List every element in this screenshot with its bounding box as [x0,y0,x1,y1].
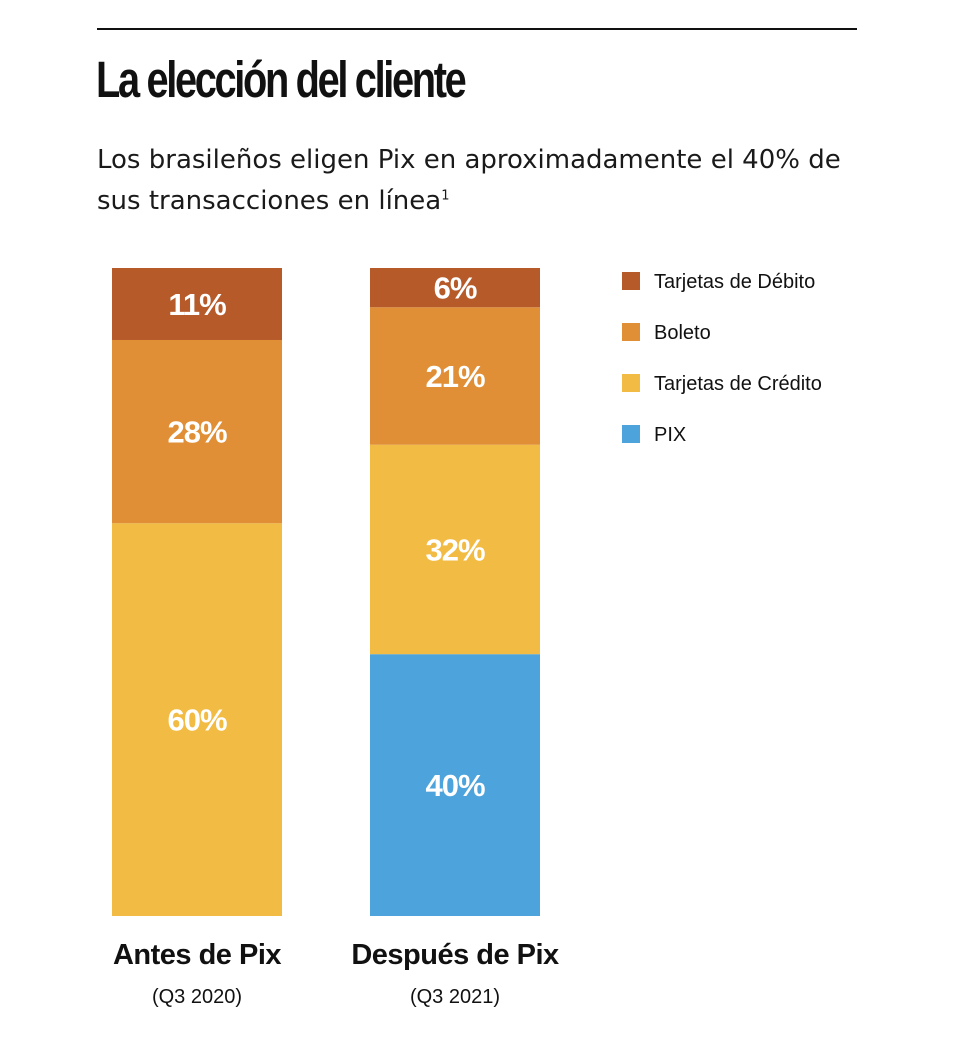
title-rule [97,28,857,30]
legend-swatch [622,374,640,392]
bar-segment-tarjetas-de-d-bito-1 [112,268,282,340]
legend-label: Boleto [654,322,711,344]
footnote-marker: 1 [441,188,450,204]
category-sublabel: (Q3 2021) [410,986,500,1008]
bar-segment-tarjetas-de-d-bito-2 [370,268,540,308]
data-label-tarjetas-de-d-bito-2: 6% [434,271,477,306]
data-label-tarjetas-de-cr-dito-2: 32% [425,532,484,567]
category-sublabel: (Q3 2020) [152,986,242,1008]
chart-subtitle: Los brasileños eligen Pix en aproximadam… [97,140,857,222]
bar-segment-tarjetas-de-cr-dito-1 [112,523,282,916]
subtitle-text: Los brasileños eligen Pix en aproximadam… [97,145,841,216]
bar-segment-tarjetas-de-cr-dito-2 [370,444,540,655]
legend-label: Tarjetas de Crédito [654,373,822,395]
bar-segment-boleto-1 [112,340,282,524]
legend-label: Tarjetas de Débito [654,271,815,293]
data-label-boleto-2: 21% [425,359,484,394]
data-label-tarjetas-de-cr-dito-1: 60% [167,703,226,738]
chart-title: La elección del cliente [96,51,467,108]
bar-segment-pix-2 [370,654,540,916]
legend-swatch [622,425,640,443]
bar-segment-boleto-2 [370,307,540,445]
data-label-tarjetas-de-d-bito-1: 11% [168,287,226,322]
category-label: Después de Pix [351,939,559,971]
legend-label: PIX [654,424,686,446]
category-label: Antes de Pix [113,939,281,971]
data-label-boleto-1: 28% [167,415,226,450]
legend-swatch [622,323,640,341]
legend-swatch [622,272,640,290]
data-label-pix-2: 40% [425,768,484,803]
